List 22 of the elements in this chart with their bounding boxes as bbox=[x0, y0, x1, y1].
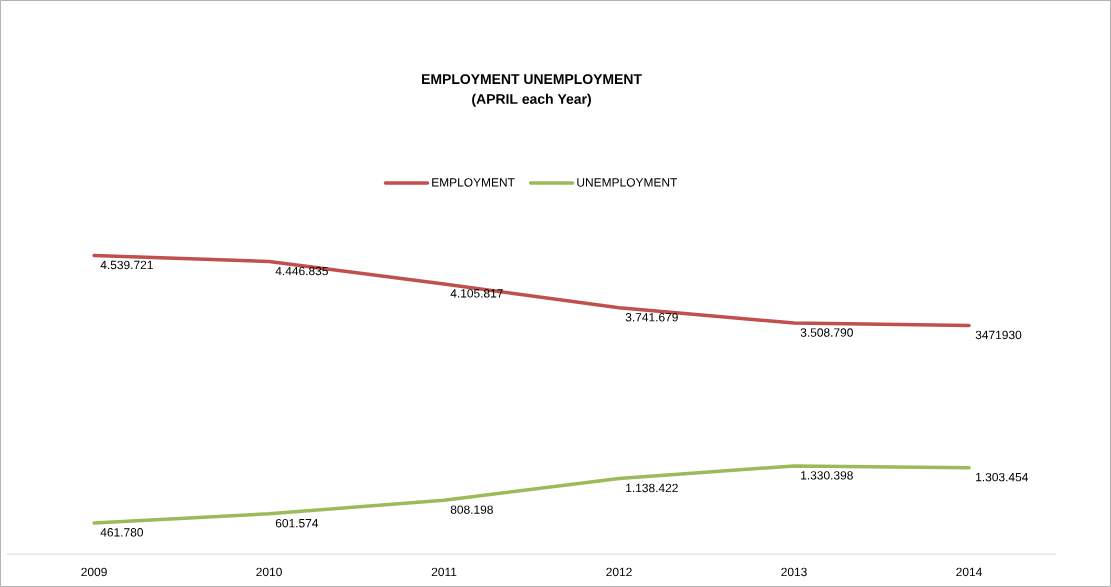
data-label: 3471930 bbox=[975, 330, 1022, 340]
x-tick-label: 2011 bbox=[431, 567, 457, 577]
data-label: 1.138.422 bbox=[626, 483, 678, 493]
data-label: 1.330.398 bbox=[801, 471, 853, 480]
data-label: 4.539.721 bbox=[100, 260, 153, 270]
x-tick-label: 2013 bbox=[781, 567, 807, 577]
x-tick-label: 2014 bbox=[956, 567, 982, 577]
data-label: 461.780 bbox=[100, 528, 144, 537]
legend-label: EMPLOYMENT bbox=[432, 178, 515, 187]
x-tick-label: 2009 bbox=[81, 567, 107, 577]
x-tick-label: 2012 bbox=[606, 567, 632, 577]
data-label: 4.105.817 bbox=[450, 289, 503, 298]
data-label: 601.574 bbox=[275, 518, 319, 528]
chart-subtitle: (APRIL each Year) bbox=[472, 93, 591, 107]
data-label: 1.303.454 bbox=[976, 472, 1029, 482]
data-label: 3.508.790 bbox=[800, 328, 853, 337]
x-tick-label: 2010 bbox=[256, 567, 282, 577]
legend-label: UNEMPLOYMENT bbox=[577, 178, 678, 187]
data-label: 4.446.835 bbox=[275, 266, 328, 276]
chart-title: EMPLOYMENT UNEMPLOYMENT bbox=[422, 74, 642, 85]
data-label: 808.198 bbox=[450, 505, 493, 514]
data-label: 3.741.679 bbox=[625, 313, 678, 322]
